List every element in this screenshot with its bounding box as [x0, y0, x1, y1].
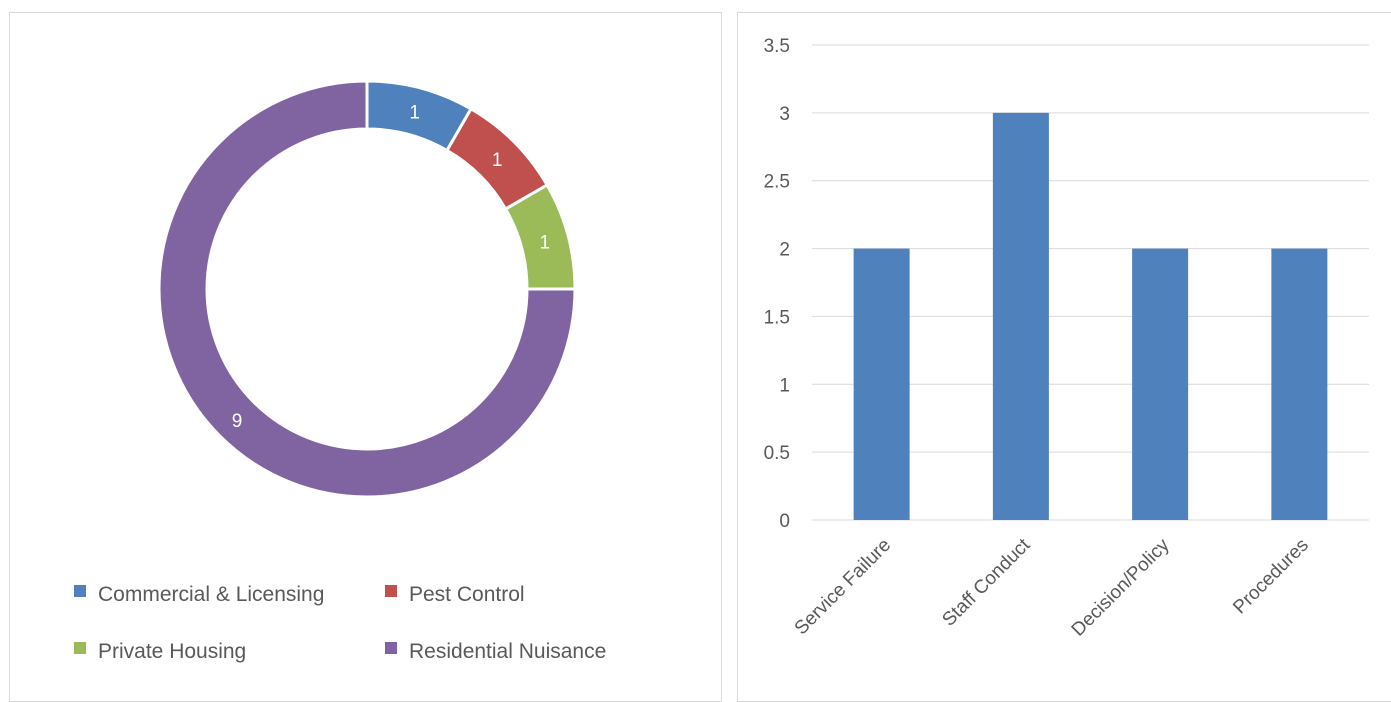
legend-label-private-housing: Private Housing: [98, 640, 246, 663]
y-tick-label: 0.5: [764, 443, 790, 464]
x-tick-label: Procedures: [1229, 535, 1313, 619]
legend-swatch-commercial-licensing: [74, 585, 86, 597]
bar-chart: 0 0.5 1 1.5 2 2.5 3 3.5 Service Failure Staff Con…: [764, 36, 1369, 641]
y-tick-label: 3.5: [764, 36, 790, 57]
donut-chart: 1 1 1 9: [159, 81, 575, 497]
bar-decision-policy: [1132, 249, 1188, 520]
legend-swatch-pest-control: [385, 585, 397, 597]
y-tick-label: 2: [779, 240, 790, 261]
bar-staff-conduct: [993, 113, 1049, 520]
donut-legend: Commercial & Licensing Pest Control Privat…: [74, 583, 606, 663]
y-tick-label: 1.5: [764, 307, 790, 328]
legend-swatch-private-housing: [74, 642, 86, 654]
legend-label-pest-control: Pest Control: [409, 583, 525, 606]
y-tick-label: 0: [779, 511, 790, 532]
bar-service-failure: [854, 249, 910, 520]
donut-data-label: 1: [492, 150, 503, 171]
legend-label-commercial-licensing: Commercial & Licensing: [98, 583, 324, 606]
y-tick-label: 2.5: [764, 172, 790, 193]
y-tick-label: 3: [779, 104, 790, 125]
x-tick-label: Staff Conduct: [938, 534, 1035, 631]
legend-swatch-residential-nuisance: [385, 642, 397, 654]
chart-canvas: 1 1 1 9 Commercial & Licensing Pest Control P…: [0, 0, 1391, 678]
donut-data-label: 9: [232, 411, 243, 432]
x-tick-label: Service Failure: [791, 535, 895, 639]
x-tick-label: Decision/Policy: [1068, 534, 1174, 640]
y-tick-label: 1: [779, 375, 790, 396]
legend-label-residential-nuisance: Residential Nuisance: [409, 640, 606, 663]
bar-procedures: [1271, 249, 1327, 520]
donut-data-label: 1: [539, 232, 550, 253]
donut-data-label: 1: [409, 102, 420, 123]
